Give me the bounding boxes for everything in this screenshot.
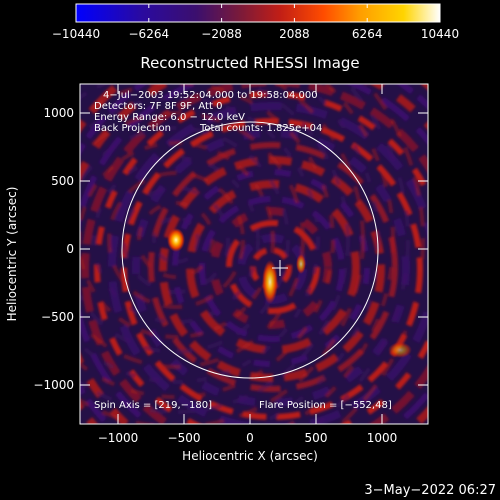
fringe-ring bbox=[80, 141, 275, 339]
central-hotspot-b bbox=[296, 254, 306, 274]
fringe-ring bbox=[132, 129, 410, 407]
fringe-ring bbox=[137, 201, 215, 279]
colorbar-label-1: −10440 bbox=[52, 27, 100, 41]
fringe-ring bbox=[313, 84, 410, 424]
x-tick-label-1: −1000 bbox=[98, 431, 139, 445]
edge-hotspot bbox=[388, 342, 412, 358]
x-tick-label-3: 0 bbox=[246, 431, 254, 445]
colorbar-label-5: 6264 bbox=[352, 27, 383, 41]
fringe-ring bbox=[337, 84, 425, 424]
x-tick-label-4: 500 bbox=[305, 431, 328, 445]
method-text: Back Projection bbox=[94, 123, 171, 134]
central-hotspot bbox=[262, 260, 278, 304]
plot-frame bbox=[79, 83, 429, 425]
fringe-ring bbox=[152, 216, 200, 264]
colorbar: −10440 −6264 −2088 2088 6264 10440 bbox=[52, 3, 459, 41]
x-tick-label-5: 1000 bbox=[367, 431, 398, 445]
fringe-ring bbox=[80, 111, 305, 369]
fringe-ring bbox=[80, 126, 290, 354]
fringe-ring bbox=[172, 169, 370, 367]
flare-hotspot bbox=[167, 228, 185, 252]
fringe-ring bbox=[92, 156, 260, 324]
colorbar-label-4: 2088 bbox=[279, 27, 310, 41]
fringe-ring bbox=[287, 84, 395, 424]
plot-title: Reconstructed RHESSI Image bbox=[140, 54, 359, 72]
fringe-ring bbox=[107, 171, 245, 309]
colorbar-label-2: −6264 bbox=[129, 27, 170, 41]
spin-axis-marker bbox=[272, 260, 288, 276]
detectors-text: Detectors: 7F 8F 9F, Att 0 bbox=[94, 101, 222, 112]
x-tick-label-2: −500 bbox=[168, 431, 201, 445]
fringe-ring bbox=[122, 186, 230, 294]
fringe-ring bbox=[121, 118, 423, 420]
axis-ticks bbox=[80, 84, 428, 424]
fringe-ring bbox=[159, 156, 385, 382]
time-range-text: 4−Jul−2003 19:52:04.000 to 19:58:04.000 bbox=[103, 90, 318, 101]
footer-date: 3−May−2022 06:27 bbox=[364, 483, 496, 498]
fringe-ring bbox=[80, 84, 365, 424]
colorbar-gradient bbox=[75, 3, 441, 23]
energy-range-text: Energy Range: 6.0 − 12.0 keV bbox=[94, 112, 245, 123]
fringe-ring bbox=[148, 142, 398, 392]
total-counts-text: Total counts: 1.825e+04 bbox=[199, 123, 322, 134]
fringe-ring bbox=[80, 84, 350, 414]
fringe-ring bbox=[81, 84, 428, 424]
y-tick-label-2: 500 bbox=[51, 174, 74, 188]
fringe-ring bbox=[80, 84, 335, 399]
y-tick-label-4: −500 bbox=[41, 310, 74, 324]
x-axis-label: Heliocentric X (arcsec) bbox=[182, 449, 318, 463]
fringe-ring bbox=[108, 102, 428, 424]
y-tick-label-1: 1000 bbox=[43, 106, 74, 120]
y-tick-label-5: −1000 bbox=[33, 378, 74, 392]
colorbar-label-3: −2088 bbox=[201, 27, 242, 41]
y-axis-label: Heliocentric Y (arcsec) bbox=[5, 187, 19, 322]
fringe-ring bbox=[80, 96, 320, 384]
colorbar-label-6: 10440 bbox=[421, 27, 459, 41]
colorbar-ticks bbox=[75, 4, 441, 22]
solar-limb-circle bbox=[121, 121, 379, 379]
spin-axis-text: Spin Axis = [219,−180] bbox=[94, 400, 212, 411]
flare-position-text: Flare Position = [−552,48] bbox=[259, 400, 392, 411]
y-tick-label-3: 0 bbox=[66, 242, 74, 256]
